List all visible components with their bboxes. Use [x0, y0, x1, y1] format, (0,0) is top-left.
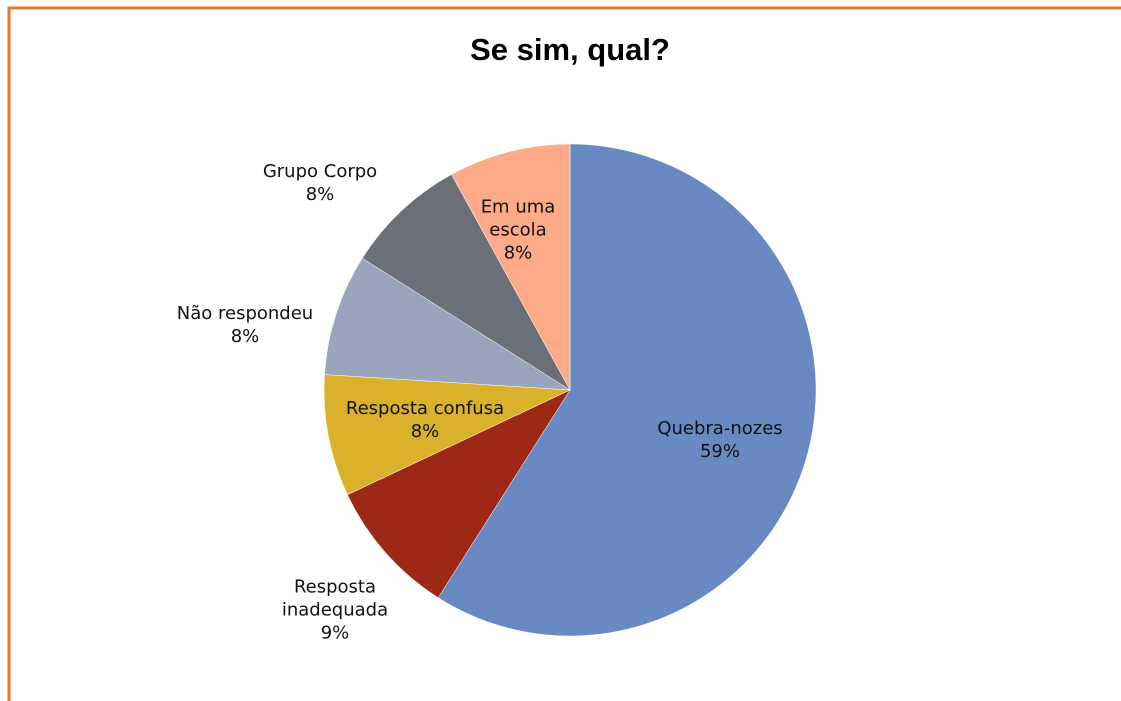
- pie-slice: [361, 174, 571, 391]
- pie-slice: [324, 257, 571, 391]
- pie-slice: [451, 143, 571, 391]
- slice-name: Quebra-nozes: [657, 418, 783, 439]
- frame: [7, 6, 1121, 701]
- chart-title: Se sim, qual?: [470, 32, 670, 67]
- slice-label: Resposta confusa 8%: [315, 397, 535, 443]
- slice-label: Resposta inadequada 9%: [270, 576, 400, 645]
- slice-value: 8%: [410, 421, 440, 442]
- slice-value: 9%: [320, 622, 350, 644]
- slice-label: Quebra-nozes 59%: [610, 417, 830, 463]
- slice-label: Grupo Corpo 8%: [230, 160, 410, 206]
- slice-value: 8%: [305, 184, 335, 205]
- slice-label: Em uma escola 8%: [468, 196, 568, 265]
- slice-name: Grupo Corpo: [262, 161, 378, 182]
- slice-value: 8%: [230, 326, 260, 347]
- slice-value: 59%: [699, 441, 740, 462]
- slice-name: Resposta inadequada: [281, 576, 389, 621]
- slice-name: Não respondeu: [176, 303, 314, 324]
- pie-slice: [437, 143, 817, 637]
- pie-slice: [347, 389, 571, 599]
- slice-value: 8%: [503, 242, 533, 264]
- pie-slice: [323, 374, 571, 496]
- slice-label: Não respondeu 8%: [145, 302, 345, 348]
- slice-name: Resposta confusa: [345, 398, 505, 419]
- slice-name: Em uma escola: [480, 196, 556, 241]
